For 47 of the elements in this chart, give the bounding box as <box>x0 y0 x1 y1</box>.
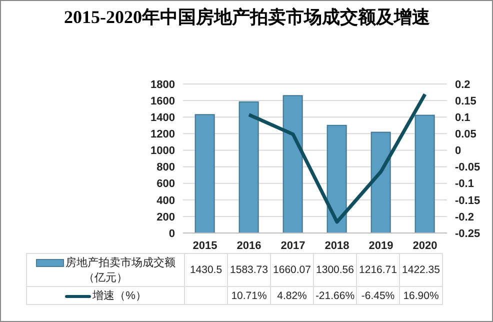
y-tick-label: 1000 <box>150 145 175 158</box>
bar <box>326 124 347 233</box>
y-tick-label: 1400 <box>150 112 175 124</box>
data-label: 1583.73 <box>228 254 270 286</box>
x-tick-label: 2020 <box>412 240 438 252</box>
line-series <box>247 92 427 224</box>
x-tick-label: 2018 <box>324 240 350 252</box>
y2-tick-label: 0 <box>455 145 462 158</box>
y-tick-label: 400 <box>156 194 175 207</box>
y-tick-label: 0 <box>168 228 175 240</box>
y-tick-label: 1600 <box>150 95 175 108</box>
y-tick-label: 200 <box>156 211 175 224</box>
y2-tick-label: -0.25 <box>455 228 480 240</box>
bar <box>282 95 303 233</box>
y2-tick-label: 0.15 <box>455 95 476 108</box>
bar <box>194 114 215 233</box>
legend-label: 房地产拍卖市场成交额（亿元） <box>66 257 176 284</box>
bar <box>414 114 435 233</box>
x-tick-label: 2015 <box>192 240 218 252</box>
y2-tick-label: -0.2 <box>455 211 474 224</box>
data-label: -21.66% <box>314 286 356 304</box>
data-label: -6.45% <box>356 286 400 304</box>
x-tick-label: 2017 <box>280 240 306 252</box>
y-tick-label: 1800 <box>150 78 175 91</box>
legend-label: 增速（%） <box>92 290 146 302</box>
y2-tick-label: -0.1 <box>455 178 474 190</box>
y2-tick-label: 0.05 <box>455 128 476 141</box>
y2-tick-label: 0.2 <box>455 78 470 91</box>
y2-tick-label: -0.15 <box>455 194 480 207</box>
data-label: 4.82% <box>270 286 314 304</box>
x-tick-label: 2019 <box>368 240 394 252</box>
x-tick-label: 2016 <box>236 240 262 252</box>
y2-tick-label: 0.1 <box>455 112 470 124</box>
y-tick-label: 600 <box>156 178 175 190</box>
data-label: 1430.5 <box>184 254 228 286</box>
data-label: 1300.56 <box>314 254 356 286</box>
y-tick-label: 1200 <box>150 128 175 141</box>
y2-tick-label: -0.05 <box>455 162 480 174</box>
bar <box>238 101 259 233</box>
data-label: 16.90% <box>400 286 442 304</box>
chart-title: 2015-2020年中国房地产拍卖市场成交额及增速 <box>63 6 431 29</box>
data-label: 1422.35 <box>400 254 442 286</box>
data-label: 1216.71 <box>356 254 400 286</box>
y-tick-label: 800 <box>156 162 175 174</box>
data-label: 1660.07 <box>270 254 314 286</box>
data-label: 10.71% <box>228 286 270 304</box>
bar <box>370 132 391 233</box>
